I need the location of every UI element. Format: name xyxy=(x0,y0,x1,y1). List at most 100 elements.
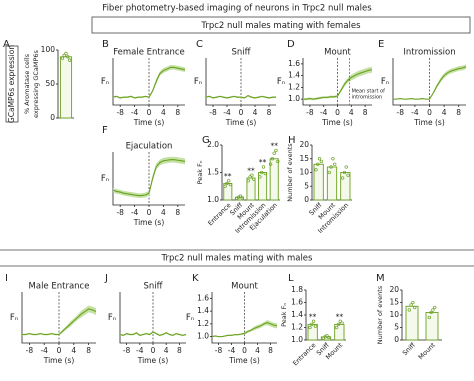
x-tick-label: -4 xyxy=(136,346,144,355)
data-point xyxy=(329,165,333,169)
data-point xyxy=(60,56,65,60)
y-tick-label: 20 xyxy=(299,140,309,149)
x-tick-label: 4 xyxy=(349,108,354,117)
data-point xyxy=(346,173,350,177)
data-point xyxy=(331,157,335,161)
data-point xyxy=(268,162,273,166)
data-point xyxy=(327,335,331,340)
y-tick-label: 15 xyxy=(299,154,309,163)
y-axis-label: Fₙ xyxy=(108,313,116,323)
x-tick-label: 0 xyxy=(147,108,152,117)
data-point xyxy=(228,182,233,187)
x-tick-label: 8 xyxy=(175,208,180,217)
axes xyxy=(392,58,466,106)
mean-line xyxy=(205,94,276,99)
data-point xyxy=(333,162,337,166)
panel-letter: L xyxy=(288,273,294,284)
data-point xyxy=(62,53,66,58)
bar xyxy=(326,166,338,201)
header-box xyxy=(91,16,471,34)
axes xyxy=(112,58,185,106)
y-axis-label: Fₙ xyxy=(186,313,194,323)
x-tick-label: 4 xyxy=(253,108,258,117)
x-tick-label: -8 xyxy=(306,108,314,117)
data-point xyxy=(411,300,415,305)
bar xyxy=(313,163,324,201)
data-point xyxy=(327,170,331,175)
y-axis-label: Peak Fₙ xyxy=(280,303,288,327)
data-point xyxy=(427,315,431,320)
x-axis-label: Time (s) xyxy=(133,218,165,227)
panel-letter: K xyxy=(192,273,199,284)
y-axis-label: Fₙ xyxy=(381,77,389,87)
panel-title: Female Entrance xyxy=(113,48,185,58)
mean-line xyxy=(112,66,186,99)
y-tick-label: 1.0 xyxy=(207,195,219,204)
bar xyxy=(223,183,233,201)
x-axis-label: Time (s) xyxy=(228,356,260,365)
x-tick-label: Mount xyxy=(417,341,437,361)
section-header: Trpc2 null males mating with females xyxy=(200,21,361,31)
data-point xyxy=(311,319,316,323)
panel-letter: M xyxy=(376,273,385,284)
y-tick-label: 0 xyxy=(304,195,309,204)
y-tick-label: 1.6 xyxy=(288,59,300,68)
data-point xyxy=(336,322,341,327)
data-point xyxy=(260,170,264,175)
data-point xyxy=(338,319,342,323)
data-point xyxy=(316,162,320,166)
data-point xyxy=(325,333,329,338)
bar xyxy=(405,305,419,341)
x-tick-label: 4 xyxy=(161,208,166,217)
bar xyxy=(59,56,73,119)
y-axis-label: Number of events xyxy=(286,143,294,202)
data-point xyxy=(334,325,339,330)
bar xyxy=(269,158,279,201)
x-tick-label: -8 xyxy=(123,346,131,355)
x-tick-label: -4 xyxy=(228,346,236,355)
mean-line xyxy=(112,159,186,197)
x-axis-label: Time (s) xyxy=(321,118,353,127)
data-point xyxy=(250,173,254,177)
data-point xyxy=(225,181,229,186)
x-tick-label: -4 xyxy=(411,108,419,117)
x-tick-label: 4 xyxy=(71,346,76,355)
y-tick-label: 1.6 xyxy=(291,298,303,307)
bar xyxy=(258,172,268,201)
data-point xyxy=(263,171,267,176)
data-point xyxy=(67,58,72,62)
panel-letter: G xyxy=(202,135,210,146)
data-point xyxy=(261,165,266,169)
significance: ** xyxy=(224,172,232,181)
data-point xyxy=(272,151,276,155)
data-point xyxy=(317,157,322,161)
data-point xyxy=(252,177,256,181)
axes xyxy=(211,292,277,344)
y-tick-label: 50 xyxy=(45,79,55,88)
y-tick-label: 20 xyxy=(389,285,399,294)
data-point xyxy=(258,175,262,179)
x-tick-label: Sniff xyxy=(401,341,417,357)
y-tick-label: 1.6 xyxy=(197,293,209,302)
bar xyxy=(334,323,345,341)
data-point xyxy=(319,159,324,164)
y-tick-label: 1.0 xyxy=(291,335,303,344)
y-tick-label: 15 xyxy=(389,298,399,307)
axes xyxy=(112,152,185,206)
section-header: Trpc2 null males mating with males xyxy=(161,254,314,264)
panel-title: Intromission xyxy=(403,48,455,58)
y-axis-label: expressing GCaMP6s xyxy=(32,49,40,117)
data-point xyxy=(240,196,244,200)
annotation: Mean start of xyxy=(352,89,386,95)
data-point xyxy=(409,303,413,307)
data-point xyxy=(344,165,348,169)
x-tick-label: -4 xyxy=(131,208,139,217)
bar xyxy=(425,312,439,341)
y-tick-label: 0 xyxy=(50,113,55,122)
y-axis-label: Number of events xyxy=(376,285,384,344)
x-tick-label: -4 xyxy=(40,346,48,355)
x-tick-label: 0 xyxy=(147,208,152,217)
y-tick-label: 1.2 xyxy=(291,323,303,332)
y-tick-label: 2.0 xyxy=(207,140,219,149)
